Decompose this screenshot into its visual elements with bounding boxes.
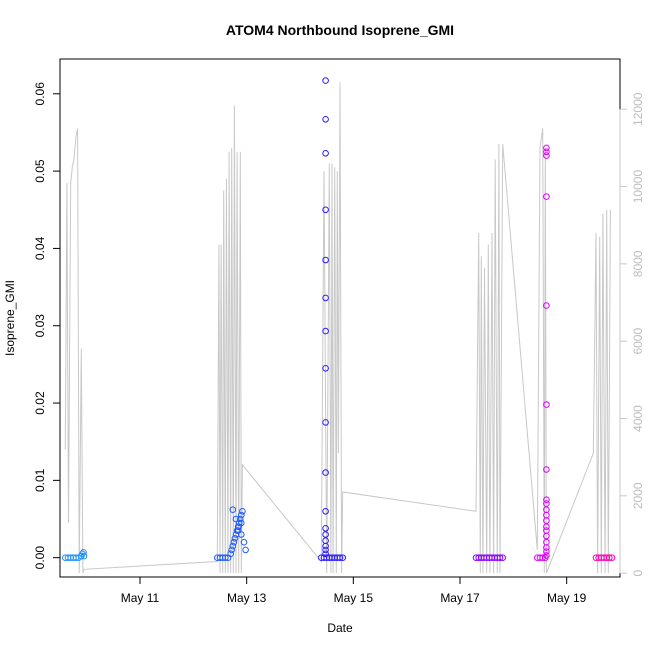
data-point bbox=[543, 144, 550, 152]
data-point bbox=[543, 517, 550, 524]
data-point bbox=[322, 419, 329, 426]
data-point bbox=[80, 549, 87, 556]
data-point bbox=[232, 515, 240, 523]
y-tick-label: 0.02 bbox=[33, 391, 47, 415]
data-point bbox=[231, 535, 239, 542]
data-point bbox=[336, 554, 344, 562]
data-point bbox=[227, 550, 234, 558]
data-point bbox=[80, 552, 88, 560]
data-point bbox=[606, 554, 613, 562]
data-point bbox=[322, 550, 329, 558]
data-point bbox=[543, 401, 550, 408]
y-axis-label: Isoprene_GMI bbox=[3, 280, 17, 356]
data-point bbox=[543, 523, 550, 531]
data-point bbox=[322, 508, 329, 515]
x-axis-label: Date bbox=[327, 621, 353, 635]
data-point bbox=[322, 77, 329, 84]
data-point bbox=[322, 525, 329, 532]
y2-tick-label: 0 bbox=[631, 569, 645, 576]
data-point bbox=[543, 193, 550, 200]
data-point bbox=[238, 519, 245, 527]
data-point bbox=[322, 469, 329, 476]
data-point bbox=[543, 148, 550, 156]
y2-tick-label: 2000 bbox=[631, 482, 645, 509]
y-tick-label: 0.05 bbox=[33, 159, 47, 183]
y-tick-label: 0.06 bbox=[33, 82, 47, 106]
data-point bbox=[543, 466, 550, 473]
data-point bbox=[322, 537, 329, 545]
data-point bbox=[230, 538, 238, 546]
x-axis: May 11 May 13 May 15 May 17 May 19 bbox=[121, 576, 587, 605]
data-point bbox=[228, 546, 235, 554]
line-layer bbox=[64, 82, 611, 574]
data-point bbox=[543, 532, 550, 540]
data-point bbox=[322, 546, 329, 554]
data-point bbox=[322, 206, 329, 214]
y-tick-label: 0.00 bbox=[33, 546, 47, 570]
data-point bbox=[322, 256, 329, 264]
data-point bbox=[229, 542, 237, 550]
y-tick-label: 0.04 bbox=[33, 236, 47, 260]
y-axis: 0.00 0.01 0.02 0.03 0.04 0.05 0.06 bbox=[33, 82, 61, 570]
data-point bbox=[543, 552, 550, 559]
data-point bbox=[234, 527, 242, 534]
y2-tick-label: 6000 bbox=[631, 328, 645, 355]
data-point bbox=[543, 544, 550, 551]
data-point bbox=[322, 116, 329, 123]
data-point bbox=[499, 554, 507, 562]
y2-axis: 0 2000 4000 6000 8000 10000 12000 bbox=[619, 92, 645, 576]
point-layer bbox=[62, 77, 616, 562]
data-point bbox=[242, 546, 249, 554]
data-point bbox=[237, 515, 244, 523]
x-tick-label: May 17 bbox=[440, 591, 480, 605]
x-tick-label: May 19 bbox=[547, 591, 587, 605]
data-point bbox=[608, 554, 616, 562]
series-line bbox=[64, 82, 611, 574]
y-tick-label: 0.01 bbox=[33, 468, 47, 492]
data-point bbox=[322, 327, 329, 335]
x-tick-label: May 13 bbox=[227, 591, 267, 605]
data-point bbox=[235, 519, 243, 527]
data-point bbox=[339, 554, 347, 562]
data-point bbox=[238, 511, 245, 519]
chart-title: ATOM4 Northbound Isoprene_GMI bbox=[226, 22, 454, 38]
data-point bbox=[222, 554, 229, 562]
data-point bbox=[543, 302, 550, 309]
data-point bbox=[543, 152, 550, 159]
data-point bbox=[322, 365, 329, 372]
x-tick-label: May 15 bbox=[334, 591, 374, 605]
data-point bbox=[543, 548, 550, 555]
y2-tick-label: 4000 bbox=[631, 405, 645, 432]
data-point bbox=[239, 508, 246, 515]
data-point bbox=[322, 150, 329, 157]
y2-tick-label: 12000 bbox=[631, 92, 645, 126]
data-point bbox=[238, 531, 245, 538]
data-point bbox=[322, 542, 329, 550]
y-tick-label: 0.03 bbox=[33, 314, 47, 338]
y2-tick-label: 10000 bbox=[631, 170, 645, 204]
data-point bbox=[240, 538, 248, 546]
data-point bbox=[322, 531, 329, 538]
data-point bbox=[543, 496, 550, 504]
data-point bbox=[496, 554, 504, 562]
data-point bbox=[322, 294, 329, 302]
data-point bbox=[229, 506, 237, 514]
x-tick-label: May 11 bbox=[121, 591, 160, 605]
y2-tick-label: 8000 bbox=[631, 250, 645, 277]
